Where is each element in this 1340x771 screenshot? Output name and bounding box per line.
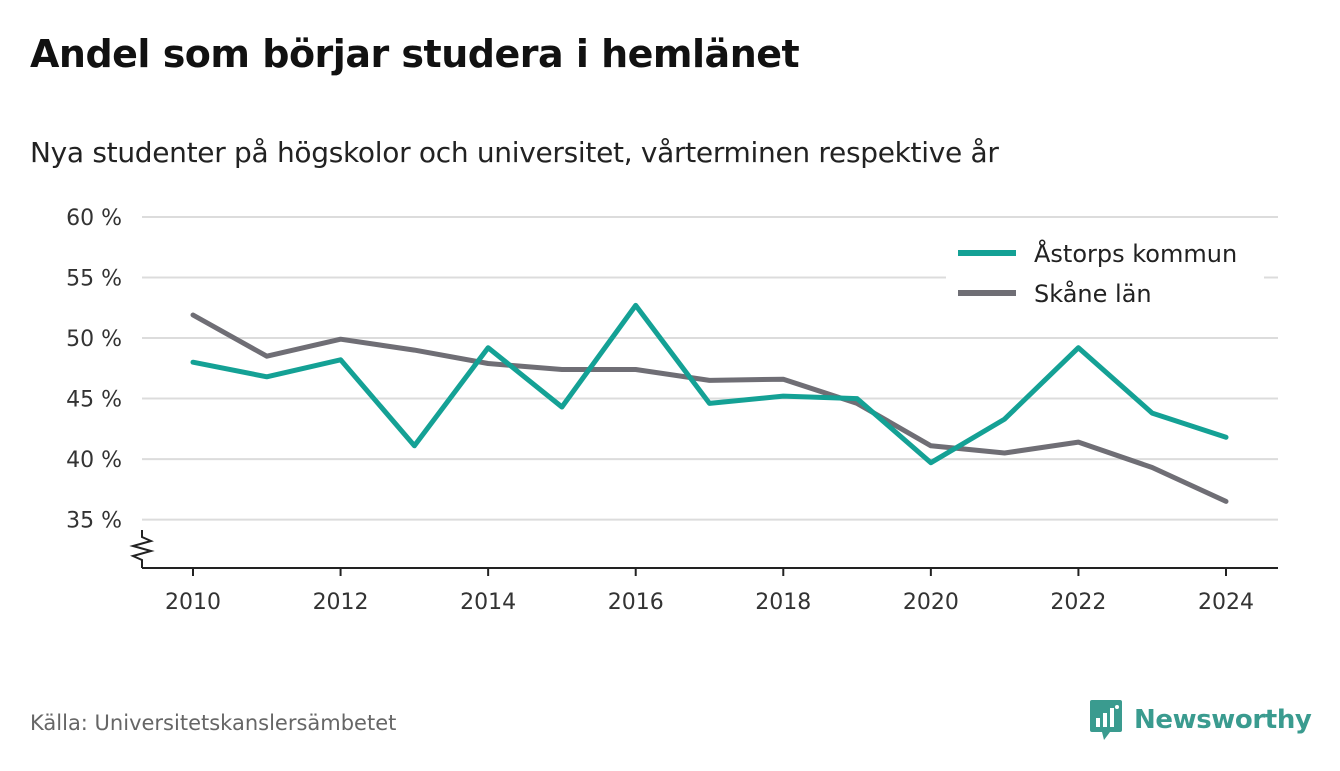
x-axis-tick-labels: 2010 2012 2014 2016 2018 2020 2022 2024 (165, 568, 1254, 615)
series-lines (190, 302, 1229, 504)
y-tick-label: 40 % (66, 448, 122, 473)
legend-background (946, 232, 1264, 326)
brand-logo[interactable]: Newsworthy (1088, 698, 1312, 742)
line-chart: 35 %40 %45 %50 %55 %60 % 2010 2012 2014 201… (66, 206, 1278, 615)
y-tick-label: 35 % (66, 509, 122, 534)
y-axis-tick-labels: 35 % 40 % 45 % 50 % 55 % 60 % (66, 206, 122, 534)
legend-label: Åstorps kommun (1034, 239, 1237, 268)
legend-label: Skåne län (1034, 279, 1152, 308)
y-tick-label: 45 % (66, 388, 122, 413)
y-tick-label: 60 % (66, 206, 122, 231)
x-tick-label: 2022 (1050, 590, 1106, 615)
newsworthy-logo-icon (1090, 700, 1122, 740)
source-note: Källa: Universitetskanslersämbetet (30, 711, 397, 735)
x-axis (129, 530, 1278, 569)
series-line (190, 302, 1229, 466)
x-tick-label: 2024 (1198, 590, 1254, 615)
x-tick-label: 2010 (165, 590, 221, 615)
y-tick-label: 50 % (66, 327, 122, 352)
y-axis-break (129, 530, 155, 568)
x-tick-label: 2016 (608, 590, 664, 615)
chart-subtitle: Nya studenter på högskolor och universit… (30, 136, 999, 169)
x-tick-label: 2014 (460, 590, 516, 615)
series-line (190, 312, 1229, 504)
legend: Åstorps kommun Skåne län (946, 232, 1264, 326)
x-tick-label: 2018 (755, 590, 811, 615)
y-tick-label: 55 % (66, 267, 122, 292)
grid-lines (142, 216, 1278, 521)
chart-title: Andel som börjar studera i hemlänet (30, 32, 800, 76)
x-tick-label: 2012 (313, 590, 369, 615)
x-tick-label: 2020 (903, 590, 959, 615)
brand-name: Newsworthy (1134, 705, 1312, 735)
